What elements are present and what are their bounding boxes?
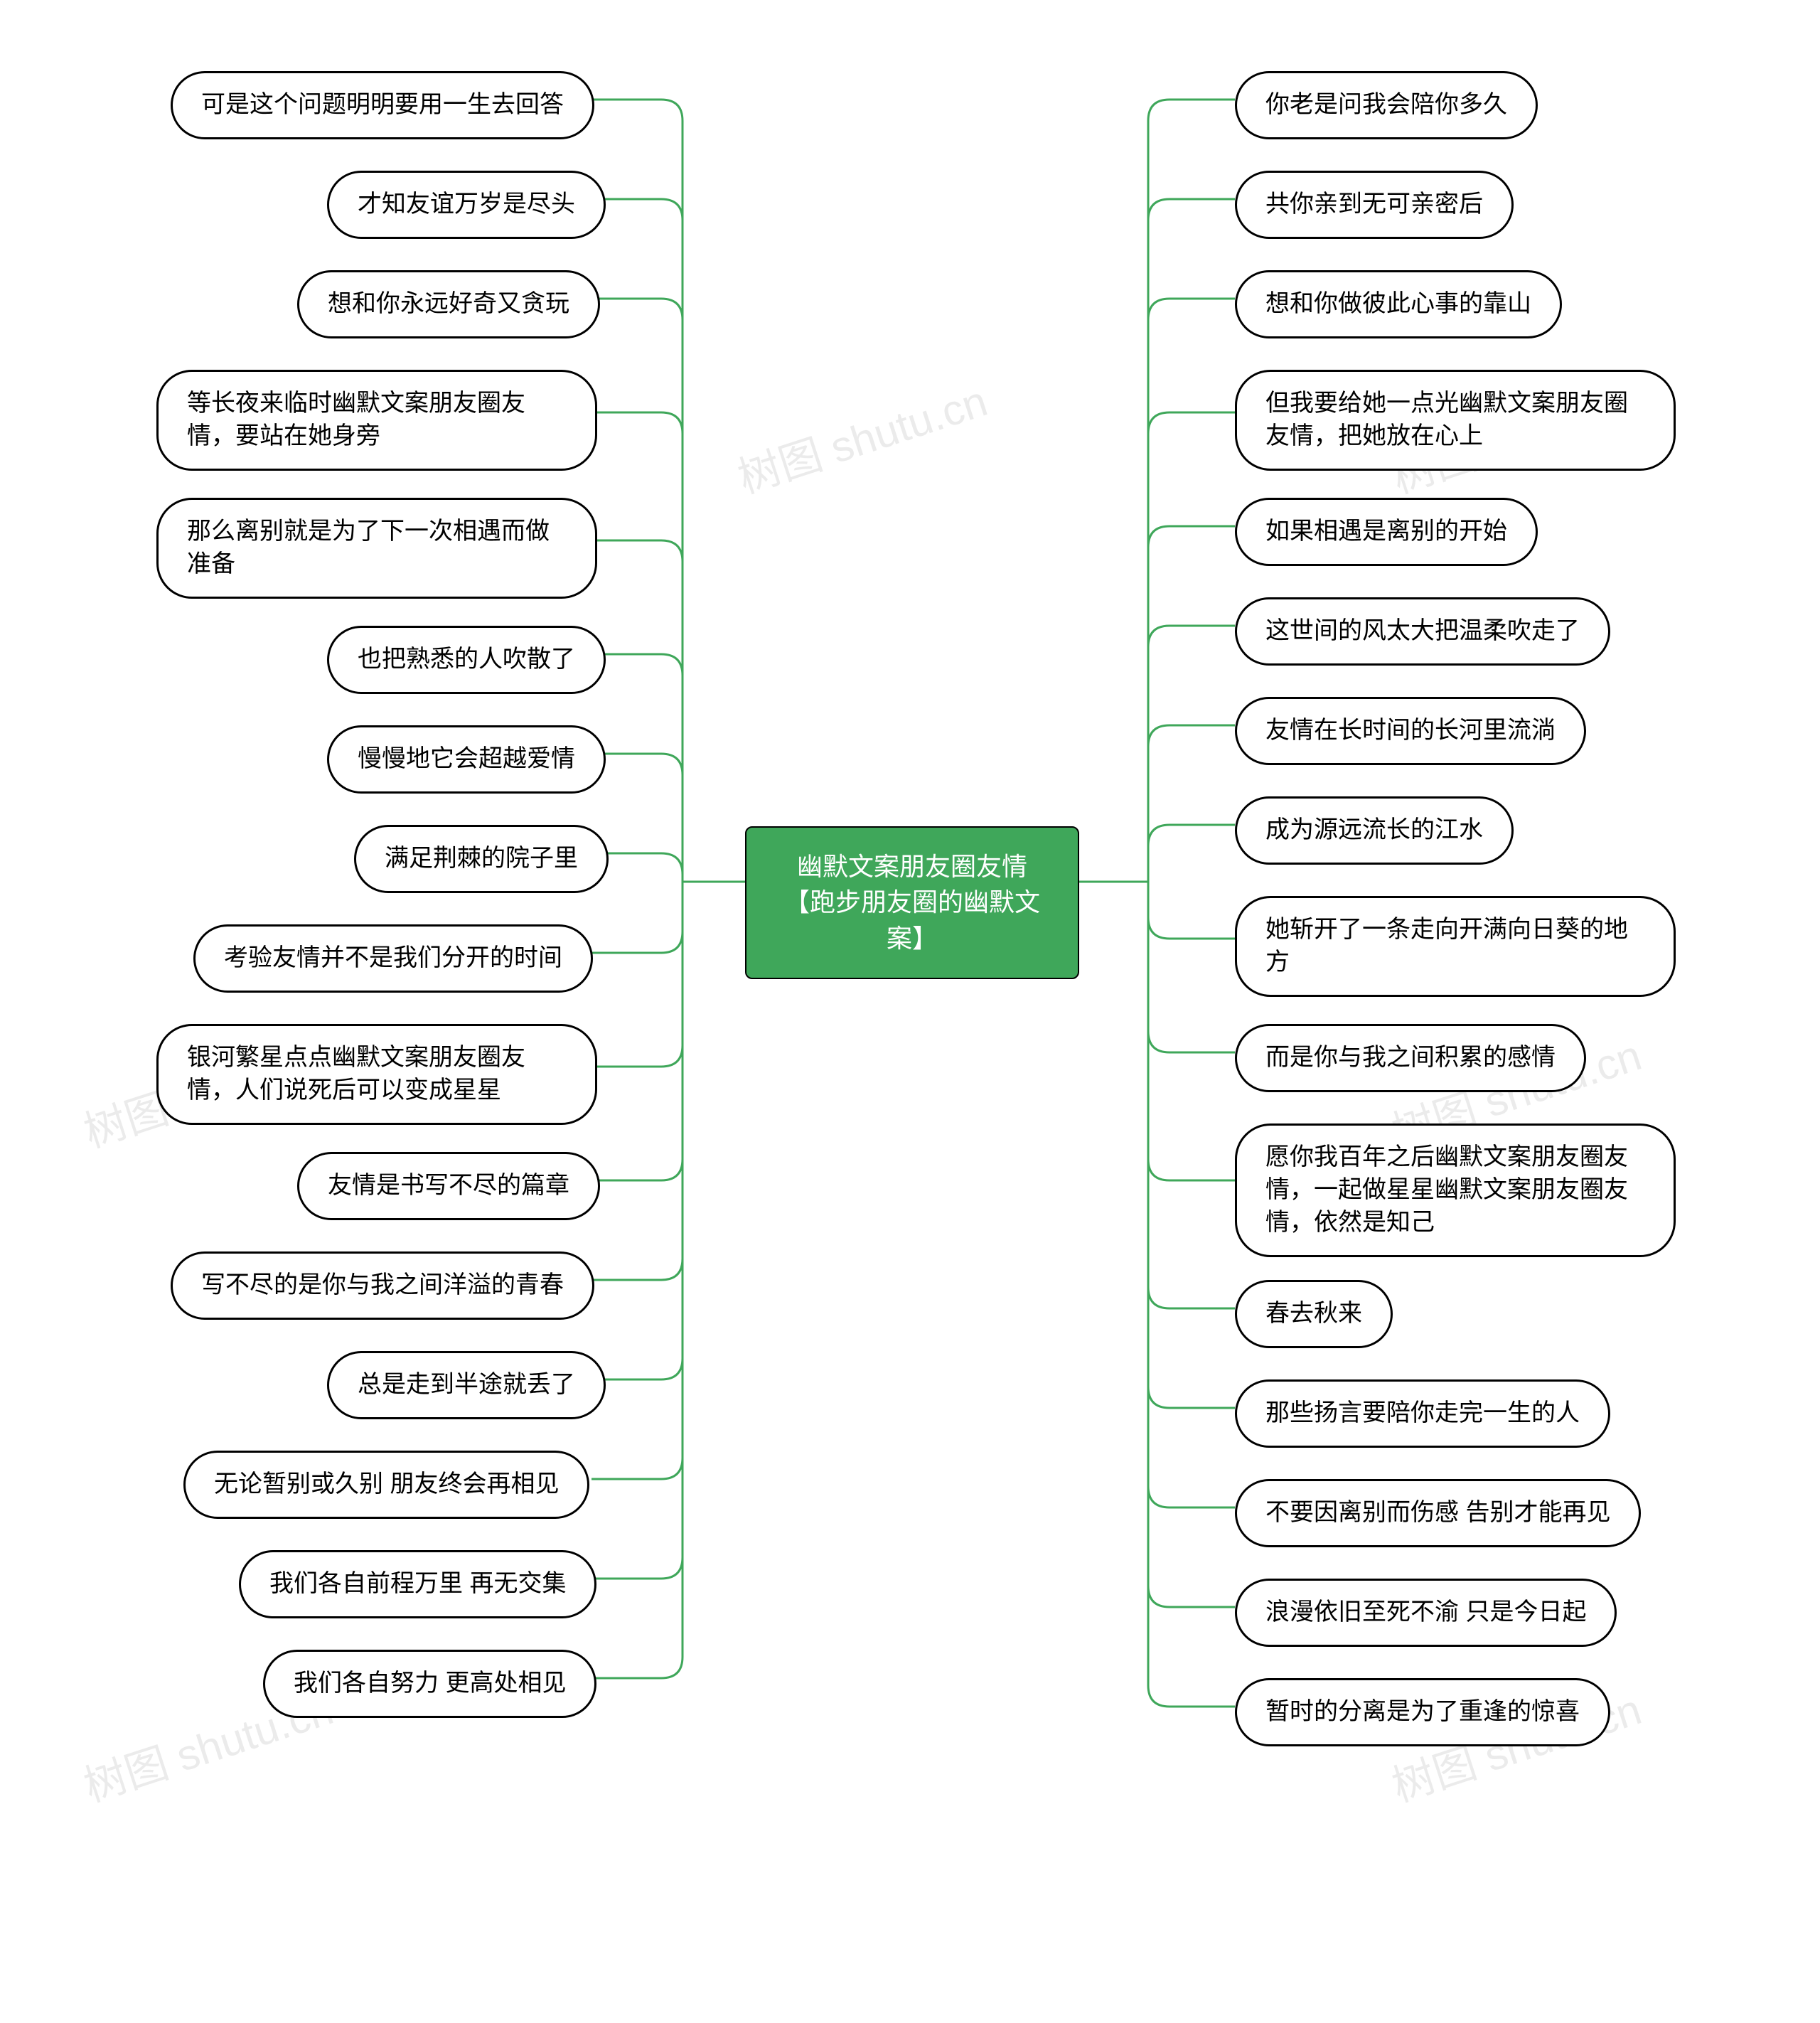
right-leaf-node: 暂时的分离是为了重逢的惊喜 <box>1235 1678 1610 1746</box>
left-leaf-node: 慢慢地它会超越爱情 <box>327 725 606 794</box>
leaf-text: 这世间的风太大把温柔吹走了 <box>1265 617 1580 644</box>
right-leaf-node: 你老是问我会陪你多久 <box>1235 71 1538 139</box>
leaf-text: 那些扬言要陪你走完一生的人 <box>1265 1399 1580 1426</box>
watermark: 树图 shutu.cn <box>729 367 994 506</box>
leaf-text: 成为源远流长的江水 <box>1265 816 1483 843</box>
right-leaf-node: 那些扬言要陪你走完一生的人 <box>1235 1379 1610 1448</box>
leaf-text: 想和你永远好奇又贪玩 <box>328 290 569 317</box>
leaf-text: 也把熟悉的人吹散了 <box>358 646 575 673</box>
right-leaf-node: 友情在长时间的长河里流淌 <box>1235 697 1586 765</box>
leaf-text: 她斩开了一条走向开满向日葵的地方 <box>1265 916 1628 976</box>
leaf-text: 浪漫依旧至死不渝 只是今日起 <box>1265 1598 1586 1626</box>
right-leaf-node: 但我要给她一点光幽默文案朋友圈友情，把她放在心上 <box>1235 370 1676 471</box>
leaf-text: 那么离别就是为了下一次相遇而做准备 <box>187 518 550 577</box>
left-leaf-node: 友情是书写不尽的篇章 <box>297 1152 600 1220</box>
leaf-text: 等长夜来临时幽默文案朋友圈友情，要站在她身旁 <box>187 390 525 449</box>
center-node: 幽默文案朋友圈友情【跑步朋友圈的幽默文案】 <box>745 826 1079 979</box>
leaf-text: 你老是问我会陪你多久 <box>1265 91 1507 118</box>
leaf-text: 暂时的分离是为了重逢的惊喜 <box>1265 1698 1580 1725</box>
leaf-text: 无论暂别或久别 朋友终会再相见 <box>214 1470 559 1498</box>
leaf-text: 慢慢地它会超越爱情 <box>358 745 575 772</box>
right-leaf-node: 而是你与我之间积累的感情 <box>1235 1024 1586 1092</box>
right-leaf-node: 共你亲到无可亲密后 <box>1235 171 1514 239</box>
leaf-text: 才知友谊万岁是尽头 <box>358 191 575 218</box>
leaf-text: 友情在长时间的长河里流淌 <box>1265 717 1556 744</box>
left-leaf-node: 可是这个问题明明要用一生去回答 <box>171 71 594 139</box>
right-leaf-node: 想和你做彼此心事的靠山 <box>1235 270 1562 338</box>
left-leaf-node: 银河繁星点点幽默文案朋友圈友情，人们说死后可以变成星星 <box>156 1024 597 1125</box>
left-leaf-node: 那么离别就是为了下一次相遇而做准备 <box>156 498 597 599</box>
leaf-text: 可是这个问题明明要用一生去回答 <box>201 91 564 118</box>
right-leaf-node: 如果相遇是离别的开始 <box>1235 498 1538 566</box>
leaf-text: 如果相遇是离别的开始 <box>1265 518 1507 545</box>
leaf-text: 春去秋来 <box>1265 1300 1362 1327</box>
leaf-text: 我们各自前程万里 再无交集 <box>269 1570 566 1597</box>
center-node-text: 幽默文案朋友圈友情【跑步朋友圈的幽默文案】 <box>784 852 1040 953</box>
left-leaf-node: 也把熟悉的人吹散了 <box>327 626 606 694</box>
mindmap-canvas: 幽默文案朋友圈友情【跑步朋友圈的幽默文案】 树图 shutu.cn树图 shut… <box>0 0 1820 2023</box>
leaf-text: 满足荆棘的院子里 <box>385 845 578 872</box>
left-leaf-node: 想和你永远好奇又贪玩 <box>297 270 600 338</box>
left-leaf-node: 等长夜来临时幽默文案朋友圈友情，要站在她身旁 <box>156 370 597 471</box>
leaf-text: 银河繁星点点幽默文案朋友圈友情，人们说死后可以变成星星 <box>187 1044 525 1104</box>
leaf-text: 而是你与我之间积累的感情 <box>1265 1044 1556 1071</box>
right-leaf-node: 不要因离别而伤感 告别才能再见 <box>1235 1479 1641 1547</box>
right-leaf-node: 她斩开了一条走向开满向日葵的地方 <box>1235 896 1676 997</box>
leaf-text: 但我要给她一点光幽默文案朋友圈友情，把她放在心上 <box>1265 390 1628 449</box>
right-leaf-node: 这世间的风太大把温柔吹走了 <box>1235 597 1610 666</box>
leaf-text: 总是走到半途就丢了 <box>358 1371 575 1398</box>
leaf-text: 想和你做彼此心事的靠山 <box>1265 290 1531 317</box>
leaf-text: 我们各自努力 更高处相见 <box>294 1670 566 1697</box>
right-leaf-node: 春去秋来 <box>1235 1280 1393 1348</box>
left-leaf-node: 我们各自前程万里 再无交集 <box>239 1550 596 1618</box>
left-leaf-node: 考验友情并不是我们分开的时间 <box>193 924 593 993</box>
right-leaf-node: 愿你我百年之后幽默文案朋友圈友情，一起做星星幽默文案朋友圈友情，依然是知己 <box>1235 1123 1676 1257</box>
leaf-text: 友情是书写不尽的篇章 <box>328 1172 569 1199</box>
left-leaf-node: 我们各自努力 更高处相见 <box>263 1650 596 1718</box>
left-leaf-node: 无论暂别或久别 朋友终会再相见 <box>183 1451 589 1519</box>
left-leaf-node: 才知友谊万岁是尽头 <box>327 171 606 239</box>
leaf-text: 愿你我百年之后幽默文案朋友圈友情，一起做星星幽默文案朋友圈友情，依然是知己 <box>1265 1143 1628 1236</box>
left-leaf-node: 总是走到半途就丢了 <box>327 1351 606 1419</box>
leaf-text: 写不尽的是你与我之间洋溢的青春 <box>201 1271 564 1298</box>
leaf-text: 考验友情并不是我们分开的时间 <box>224 944 562 971</box>
leaf-text: 共你亲到无可亲密后 <box>1265 191 1483 218</box>
right-leaf-node: 成为源远流长的江水 <box>1235 796 1514 865</box>
left-leaf-node: 满足荆棘的院子里 <box>354 825 609 893</box>
right-leaf-node: 浪漫依旧至死不渝 只是今日起 <box>1235 1579 1617 1647</box>
left-leaf-node: 写不尽的是你与我之间洋溢的青春 <box>171 1251 594 1320</box>
leaf-text: 不要因离别而伤感 告别才能再见 <box>1265 1499 1610 1526</box>
